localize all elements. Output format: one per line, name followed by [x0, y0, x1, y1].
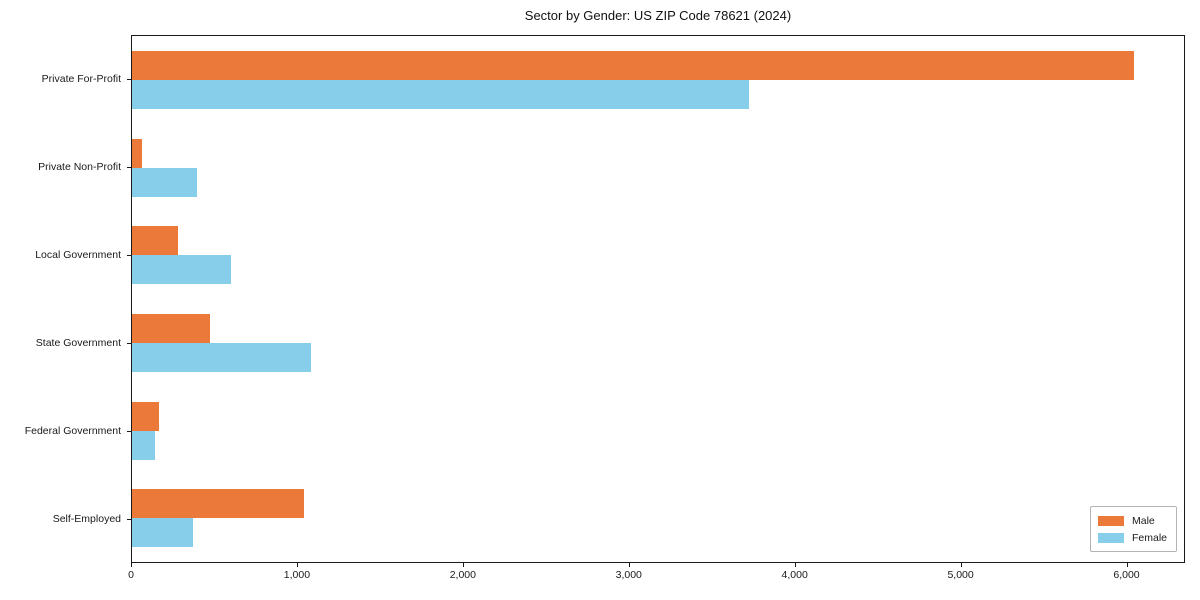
- x-axis-tick-label: 2,000: [449, 569, 476, 581]
- bar-female-6: [132, 518, 194, 548]
- y-axis-label: Private Non-Profit: [38, 161, 121, 173]
- y-axis-tick: [127, 167, 131, 168]
- x-axis-tick-label: 0: [128, 569, 134, 581]
- legend: Male Female: [1089, 506, 1177, 552]
- x-axis-tick-label: 3,000: [615, 569, 642, 581]
- x-axis-tick-label: 4,000: [781, 569, 808, 581]
- x-axis-tick: [960, 563, 962, 567]
- y-axis-tick: [127, 79, 131, 80]
- x-axis-tick-label: 1,000: [283, 569, 311, 581]
- x-axis-tick: [131, 563, 132, 567]
- y-axis-tick: [127, 255, 131, 256]
- legend-swatch-male: [1097, 515, 1124, 526]
- y-axis-label: Federal Government: [24, 425, 121, 437]
- bar-male-5: [132, 401, 160, 431]
- y-axis-label: Local Government: [35, 249, 121, 261]
- y-axis-tick: [127, 431, 131, 432]
- legend-label-female: Female: [1131, 531, 1167, 544]
- y-axis-label: Self-Employed: [52, 513, 121, 525]
- bar-female-3: [132, 255, 232, 285]
- bar-male-1: [132, 50, 1134, 80]
- bar-female-4: [132, 342, 311, 372]
- x-axis-tick-label: 5,000: [947, 569, 974, 581]
- bar-male-3: [132, 226, 179, 256]
- y-axis-tick: [127, 519, 131, 520]
- x-axis-tick: [462, 563, 464, 567]
- x-axis: 0 1,000 2,000 3,000 4,000 5,000 6,000: [128, 563, 1185, 595]
- bar-male-6: [132, 489, 305, 519]
- bar-male-4: [132, 313, 210, 343]
- y-axis-label: Private For-Profit: [41, 73, 121, 85]
- bar-male-2: [132, 138, 142, 168]
- x-axis-tick: [1126, 563, 1128, 567]
- y-axis-tick: [127, 343, 131, 344]
- x-axis-tick: [628, 563, 630, 567]
- y-axis-label: State Government: [35, 337, 121, 349]
- legend-label-male: Male: [1131, 514, 1155, 527]
- plot-area: Male Female: [131, 35, 1185, 563]
- bar-female-5: [132, 430, 156, 460]
- bar-female-2: [132, 167, 197, 197]
- x-axis-tick-label: 6,000: [1113, 569, 1140, 581]
- x-axis-tick: [296, 563, 298, 567]
- legend-swatch-female: [1097, 532, 1124, 543]
- legend-item-female: Female: [1097, 529, 1167, 546]
- bar-female-1: [132, 79, 749, 109]
- chart-title: Sector by Gender: US ZIP Code 78621 (202…: [524, 8, 792, 23]
- y-axis-labels: Private For-Profit Private Non-Profit Loca…: [0, 35, 131, 563]
- legend-item-male: Male: [1097, 512, 1167, 529]
- x-axis-tick: [794, 563, 796, 567]
